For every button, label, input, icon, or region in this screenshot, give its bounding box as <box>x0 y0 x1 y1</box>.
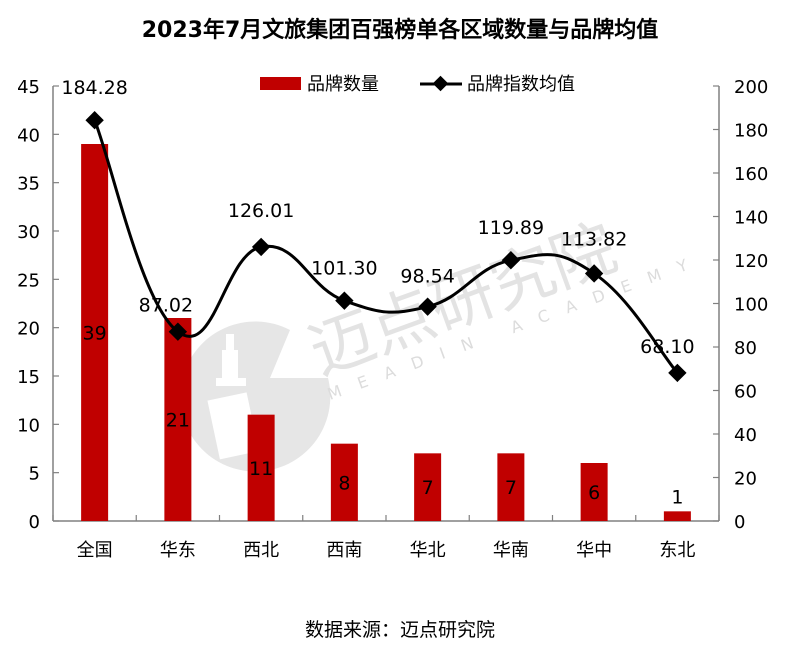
left-axis-tick-label: 0 <box>29 512 40 533</box>
bar[interactable] <box>580 463 608 521</box>
left-axis-tick-label: 45 <box>17 77 40 98</box>
left-axis-tick-label: 35 <box>17 174 40 195</box>
line-diamond-marker[interactable] <box>85 110 104 130</box>
line-diamond-marker[interactable] <box>335 291 354 310</box>
bar[interactable] <box>414 453 442 521</box>
bar[interactable] <box>663 511 691 521</box>
line-diamond-marker[interactable] <box>418 297 437 316</box>
bar-value-label: 6 <box>588 482 600 504</box>
legend-bar-swatch-icon <box>260 77 301 90</box>
x-axis-category-label: 华东 <box>160 540 196 561</box>
bar-value-label: 39 <box>83 323 107 345</box>
line-value-label: 87.02 <box>139 295 193 317</box>
line-series <box>85 110 687 383</box>
line-value-label: 184.28 <box>61 77 127 99</box>
bar[interactable] <box>247 414 275 521</box>
line-value-label: 126.01 <box>228 200 294 222</box>
left-axis-tick-label: 5 <box>29 464 40 485</box>
bar[interactable] <box>81 144 109 521</box>
x-axis-category-label: 华中 <box>576 540 612 561</box>
x-axis-category-label: 全国 <box>77 540 113 561</box>
axes: 0 5 10 15 20 25 30 35 40 45 0 20 40 60 80 100 120 140 160 1… <box>17 77 768 561</box>
bar-value-label: 8 <box>338 472 350 494</box>
source-note: 数据来源：迈点研究院 <box>304 619 495 641</box>
line-diamond-marker[interactable] <box>501 251 521 270</box>
legend-diamond-icon <box>432 75 449 92</box>
right-axis-tick-label: 20 <box>734 469 757 490</box>
right-axis-tick-label: 160 <box>734 164 768 185</box>
bar-value-label: 21 <box>166 410 190 432</box>
chart-title: 2023年7月文旅集团百强榜单各区域数量与品牌均值 <box>141 18 659 43</box>
x-axis-category-label: 华北 <box>410 540 446 561</box>
left-axis-tick-label: 25 <box>17 270 40 291</box>
left-axis-tick-label: 10 <box>17 415 40 436</box>
right-axis-tick-label: 180 <box>734 121 768 142</box>
bar-value-label: 7 <box>505 477 517 499</box>
bar-series <box>81 144 691 521</box>
line-value-label: 98.54 <box>400 266 454 288</box>
right-axis-tick-label: 40 <box>734 425 757 446</box>
right-axis-tick-label: 0 <box>734 512 745 533</box>
x-axis-category-label: 西南 <box>326 540 362 561</box>
legend-item-bar[interactable]: 品牌数量 <box>260 74 379 95</box>
right-axis-tick-label: 60 <box>734 382 757 403</box>
data-labels: 39 21 11 8 7 7 6 1 184.28 87.02 126.01 101.30 98.54 1… <box>61 77 694 508</box>
line-diamond-marker[interactable] <box>251 237 271 257</box>
x-axis-category-label: 东北 <box>659 540 695 561</box>
bar-value-label: 1 <box>671 486 683 508</box>
line-value-label: 101.30 <box>311 258 377 280</box>
left-axis-tick-label: 15 <box>17 367 40 388</box>
bar[interactable] <box>330 443 358 521</box>
legend-label-bar: 品牌数量 <box>307 74 379 95</box>
line-value-label: 68.10 <box>640 336 694 358</box>
legend-label-line: 品牌指数均值 <box>467 74 575 95</box>
x-axis-category-label: 西北 <box>243 540 279 561</box>
left-axis-tick-label: 30 <box>17 222 40 243</box>
bar-value-label: 7 <box>422 477 434 499</box>
line-diamond-marker[interactable] <box>168 322 188 341</box>
x-axis-category-label: 华南 <box>493 540 529 561</box>
bar[interactable] <box>497 453 525 521</box>
legend: 品牌数量 品牌指数均值 <box>260 74 575 95</box>
line-diamond-marker[interactable] <box>668 363 687 383</box>
right-axis-tick-label: 140 <box>734 208 768 229</box>
legend-item-line[interactable]: 品牌指数均值 <box>420 74 575 95</box>
right-axis-tick-label: 80 <box>734 338 757 359</box>
bar[interactable] <box>164 318 192 521</box>
watermark-logo-icon <box>180 321 331 472</box>
right-axis-tick-label: 120 <box>734 251 768 272</box>
left-axis-tick-label: 40 <box>17 125 40 146</box>
right-axis-tick-label: 200 <box>734 77 768 98</box>
line-value-label: 119.89 <box>478 217 544 239</box>
right-axis-tick-label: 100 <box>734 295 768 316</box>
left-axis-tick-label: 20 <box>17 319 40 340</box>
line-diamond-marker[interactable] <box>584 264 604 283</box>
line-value-label: 113.82 <box>561 228 627 250</box>
bar-value-label: 11 <box>249 458 273 480</box>
